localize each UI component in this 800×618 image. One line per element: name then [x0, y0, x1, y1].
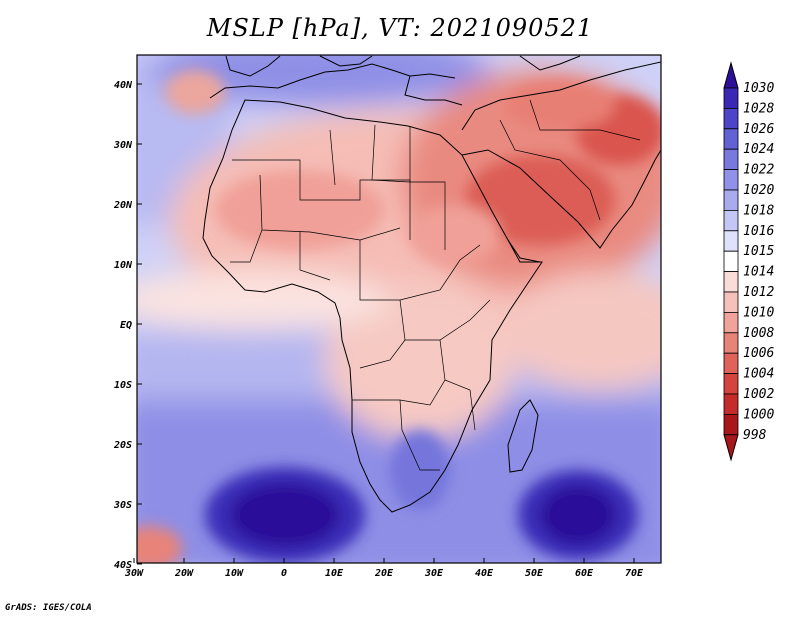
colorbar-swatch	[723, 87, 739, 109]
lat-tick-label: 40S	[114, 560, 132, 571]
lon-tick-label: 30W	[124, 568, 144, 579]
lat-tick-label: 40N	[114, 80, 133, 91]
lon-tick-label: 20W	[174, 568, 194, 579]
colorbar-swatch	[723, 291, 739, 313]
colorbar-swatch	[723, 148, 739, 170]
colorbar-swatch	[723, 209, 739, 232]
colorbar-label: 1004	[743, 367, 774, 382]
colorbar-label: 1010	[743, 305, 774, 320]
map-title: MSLP [hPa], VT: 2021090521	[206, 14, 594, 42]
colorbar-label: 1015	[743, 244, 774, 259]
colorbar: 1030 1028 1026 1024 1022 1020 1018 1016 1015 1014…	[723, 61, 774, 462]
colorbar-label: 1022	[743, 163, 774, 178]
lat-tick-label: 20S	[113, 440, 132, 451]
colorbar-swatch	[723, 271, 739, 293]
grads-credit: GrADS: IGES/COLA	[5, 603, 92, 613]
colorbar-label: 1014	[743, 265, 774, 280]
longitude-axis: 30W 20W 10W 0 10E 20E 30E 40E 50E 60E 70E	[124, 558, 644, 579]
colorbar-label: 1028	[743, 101, 774, 116]
colorbar-label: 1020	[743, 183, 774, 198]
lat-tick-label: EQ	[120, 320, 132, 331]
plot-frame	[136, 54, 662, 564]
colorbar-swatch	[723, 352, 739, 375]
colorbar-swatch	[723, 250, 739, 272]
colorbar-swatch	[723, 108, 739, 130]
lon-tick-label: 10W	[225, 568, 244, 579]
lat-tick-label: 30N	[113, 140, 133, 151]
lat-tick-label: 30S	[113, 500, 132, 511]
country-borders	[230, 99, 641, 471]
lon-tick-label: 30E	[424, 568, 444, 579]
pressure-field	[137, 55, 661, 563]
lon-tick-label: 20E	[374, 568, 394, 579]
colorbar-label: 1000	[743, 407, 774, 422]
lon-tick-label: 10E	[325, 568, 344, 579]
colorbar-label: 1002	[743, 387, 774, 402]
lon-tick-label: 50E	[525, 568, 544, 579]
colorbar-swatch	[723, 311, 739, 334]
colorbar-swatch	[723, 128, 739, 150]
lon-tick-label: 70E	[625, 568, 644, 579]
latitude-axis: 40N 30N 20N 10N EQ 10S 20S 30S 40S	[113, 80, 142, 571]
colorbar-bottom-arrow	[723, 434, 739, 462]
colorbar-swatch	[723, 393, 739, 415]
lat-tick-label: 10S	[114, 380, 132, 391]
colorbar-label: 1030	[743, 81, 774, 96]
lat-tick-label: 10N	[114, 260, 133, 271]
colorbar-swatch	[723, 189, 739, 211]
colorbar-label: 1006	[743, 346, 774, 361]
coastlines	[202, 55, 661, 513]
colorbar-swatch	[723, 169, 739, 191]
lon-tick-label: 60E	[575, 568, 594, 579]
colorbar-swatch	[723, 413, 739, 436]
colorbar-label: 998	[743, 428, 767, 443]
colorbar-label: 1018	[743, 203, 774, 218]
colorbar-label: 1026	[743, 122, 774, 137]
colorbar-swatch	[723, 230, 739, 252]
colorbar-label: 1016	[743, 224, 774, 239]
colorbar-label: 1012	[743, 285, 774, 300]
lon-tick-label: 40E	[475, 568, 494, 579]
colorbar-top-arrow	[723, 61, 739, 89]
lat-tick-label: 20N	[113, 200, 133, 211]
colorbar-label: 1008	[743, 326, 774, 341]
colorbar-label: 1024	[743, 142, 774, 157]
colorbar-swatch	[723, 332, 739, 354]
lon-tick-label: 0	[281, 568, 287, 579]
colorbar-swatch	[723, 373, 739, 395]
